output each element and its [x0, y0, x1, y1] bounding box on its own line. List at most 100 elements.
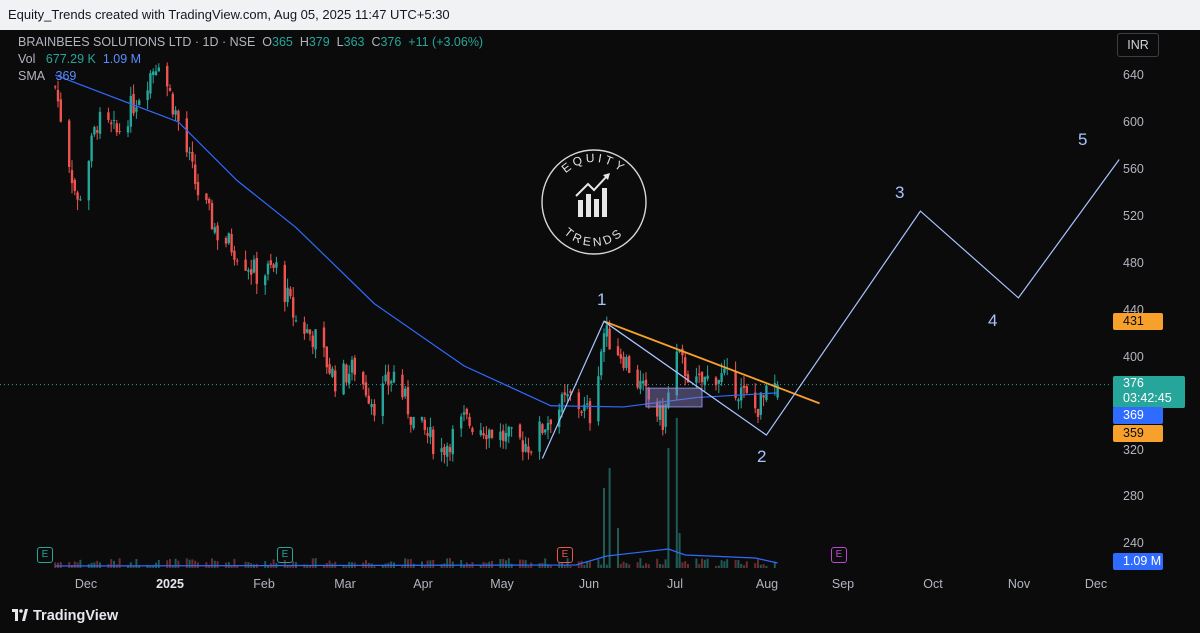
volume-bar: [407, 559, 409, 568]
volume-bar: [687, 563, 689, 568]
volume-bar: [600, 564, 603, 568]
candle-body: [252, 259, 256, 273]
candle-body: [342, 363, 345, 395]
candle-body: [216, 225, 219, 241]
price-tick: 600: [1123, 115, 1144, 129]
volume-spike: [675, 418, 678, 568]
candle-body: [499, 431, 502, 440]
legend-symbol[interactable]: BRAINBEES SOLUTIONS LTD · 1D · NSE: [18, 35, 256, 49]
candle-body: [720, 373, 723, 382]
volume-spike: [667, 448, 670, 568]
price-tick: 280: [1123, 489, 1144, 503]
candle-body: [479, 430, 482, 435]
candle-body: [135, 107, 138, 112]
volume-bar: [93, 562, 96, 568]
wave-label-4: 4: [988, 311, 998, 330]
volume-bar: [171, 565, 174, 568]
volume-bar: [342, 564, 345, 568]
alert-price-badge[interactable]: 431: [1113, 313, 1163, 330]
earnings-marker[interactable]: E: [37, 547, 53, 563]
candle-body: [126, 126, 130, 133]
candle-body: [544, 429, 547, 433]
candle-body: [462, 412, 466, 415]
volume-bar: [639, 558, 642, 568]
earnings-marker[interactable]: E: [831, 547, 847, 563]
candle-body: [734, 371, 737, 398]
last-price-badge[interactable]: 376 03:42:45: [1113, 376, 1185, 408]
candle-body: [149, 73, 152, 94]
price-tick: 240: [1123, 536, 1144, 550]
candle-body: [283, 264, 286, 302]
candle-body: [294, 320, 298, 322]
volume-bar: [681, 562, 684, 568]
candle-body: [546, 423, 550, 431]
volume-bar: [717, 565, 720, 568]
candle-body: [401, 374, 404, 398]
price-chart[interactable]: [0, 0, 1200, 600]
candle-body: [563, 392, 566, 395]
volume-bar: [432, 559, 435, 568]
candle-body: [628, 356, 631, 373]
legend-low: 363: [343, 35, 365, 49]
volume-bar: [745, 561, 748, 568]
candle-body: [700, 371, 704, 383]
candle-body: [350, 359, 354, 373]
level-price-badge[interactable]: 359: [1113, 425, 1163, 442]
volume-bar: [401, 565, 404, 568]
volume-bar: [169, 558, 171, 568]
candle-body: [605, 325, 608, 337]
candle-body: [647, 387, 650, 400]
volume-bar: [110, 559, 113, 568]
candle-body: [79, 199, 82, 201]
volume-bar: [703, 559, 706, 568]
volume-bar: [157, 559, 160, 568]
candle-body: [423, 419, 426, 430]
candle-body: [482, 432, 485, 436]
sma-line: [54, 74, 778, 408]
candle-body: [244, 259, 247, 271]
candle-body: [348, 373, 351, 384]
candle-body: [488, 429, 491, 439]
volume-bar: [166, 560, 169, 568]
candle-body: [762, 395, 765, 398]
wave-label-3: 3: [895, 183, 905, 202]
candle-body: [308, 329, 312, 335]
earnings-marker[interactable]: E: [277, 547, 293, 563]
candle-body: [56, 90, 60, 102]
candle-body: [409, 416, 412, 425]
volume-bar: [569, 565, 572, 568]
candle-body: [580, 411, 583, 413]
volume-bar: [507, 558, 510, 568]
volume-bar: [628, 564, 631, 568]
candle-body: [247, 270, 250, 272]
candle-body: [387, 371, 390, 386]
volume-bar: [292, 561, 295, 568]
candle-body: [96, 130, 99, 133]
volume-bar: [645, 563, 647, 568]
volume-bar: [583, 564, 586, 568]
attribution-bar: Equity_Trends created with TradingView.c…: [0, 0, 1200, 30]
chart-area[interactable]: [0, 30, 1200, 600]
candle-body: [527, 446, 530, 453]
volume-bar: [527, 565, 530, 568]
volume-bar: [390, 561, 393, 568]
candle-body: [460, 416, 463, 429]
candle-body: [345, 364, 348, 383]
earnings-marker[interactable]: E: [557, 547, 573, 563]
volume-bar: [765, 565, 768, 568]
candle-body: [754, 392, 757, 409]
tradingview-logo[interactable]: TradingView: [12, 608, 118, 624]
currency-button[interactable]: INR: [1117, 33, 1159, 57]
volume-bar: [519, 559, 521, 568]
candle-body: [644, 379, 648, 386]
volume-bar: [314, 558, 317, 568]
sma-price-badge[interactable]: 369: [1113, 407, 1163, 424]
volume-bar: [580, 560, 583, 568]
legend-volume-row[interactable]: Vol 677.29 K 1.09 M: [18, 52, 141, 66]
volume-bar: [625, 563, 628, 568]
legend-symbol-row: BRAINBEES SOLUTIONS LTD · 1D · NSE O365 …: [18, 35, 483, 49]
candle-body: [678, 350, 681, 353]
legend-sma-row[interactable]: SMA 369: [18, 69, 76, 83]
volume-badge[interactable]: 1.09 M: [1113, 553, 1163, 570]
volume-sma-line: [55, 548, 778, 567]
